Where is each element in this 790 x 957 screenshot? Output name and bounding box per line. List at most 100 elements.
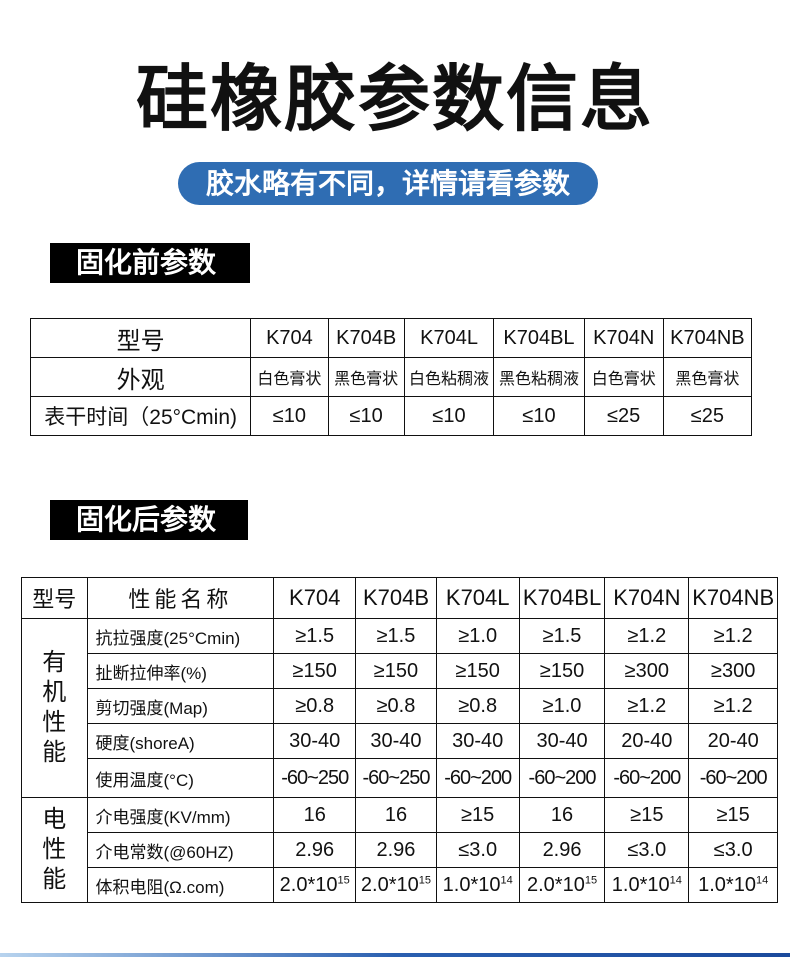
value-cell: ≥0.8 [273,688,357,724]
table-row: 剪切强度(Map) ≥0.8 ≥0.8 ≥0.8 ≥1.0 ≥1.2 ≥1.2 [22,688,778,724]
value-cell: 30-40 [518,723,606,759]
value-cell: 1.0*1014 [435,867,520,903]
page-title: 硅橡胶参数信息 [135,60,654,140]
value-cell: 30-40 [355,723,437,759]
value-cell: 1.0*1014 [604,867,690,903]
model-cell: K704NB [688,577,778,619]
value-cell: -60~200 [518,758,606,798]
bottom-gradient-bar [0,953,790,957]
model-cell: K704 [273,577,357,619]
property-name: 介电常数(@60HZ) [86,832,275,868]
table-row: 介电常数(@60HZ) 2.96 2.96 ≤3.0 2.96 ≤3.0 ≤3.0 [22,832,778,868]
value-cell: 2.0*1015 [355,867,437,903]
value-cell: ≥150 [273,653,357,689]
value-cell: 20-40 [688,723,778,759]
value-cell: 白色膏状 [583,357,664,397]
value-cell: 黑色粘稠液 [493,357,585,397]
value-base: 2.0*10 [279,873,338,896]
value-cell: ≤10 [403,396,495,436]
value-cell: ≤25 [583,396,664,436]
value-cell: ≥1.5 [518,618,606,654]
table-row: 有机性能 抗拉强度(25°Cmin) ≥1.5 ≥1.5 ≥1.0 ≥1.5 ≥1.2 ≥1.… [21,618,778,798]
property-name: 硬度(shoreA) [86,723,275,759]
model-cell: K704B [355,577,437,619]
value-cell: 16 [518,797,606,833]
after-cure-table: 型号 性能名称 K704 K704B K704L K704BL K704N K704NB 有机性… [21,577,778,903]
value-exponent: 14 [500,873,513,886]
value-exponent: 15 [337,873,350,886]
value-cell: ≥15 [604,797,690,833]
value-cell: 黑色膏状 [327,357,405,397]
value-cell: -60~200 [435,758,520,798]
subtitle-banner: 胶水略有不同，详情请看参数 [178,162,598,205]
value-base: 2.0*10 [526,873,585,896]
row-name: 外观 [29,357,252,397]
value-exponent: 14 [669,873,682,886]
group-cell: 电性能 [21,797,88,903]
table-row: 表干时间（25°Cmin) ≤10 ≤10 ≤10 ≤10 ≤25 ≤25 [29,396,753,436]
value-base: 1.0*10 [698,873,756,896]
property-name: 扯断拉伸率(%) [86,653,275,689]
value-cell: 30-40 [273,723,357,759]
section-label-before: 固化前参数 [50,243,250,283]
value-cell: ≥0.8 [355,688,437,724]
value-cell: ≤10 [493,396,585,436]
model-cell: K704B [327,318,405,358]
value-cell: ≤3.0 [604,832,690,868]
value-cell: ≤25 [662,396,753,436]
model-cell: K704 [250,318,329,358]
group-name: 电性能 [42,806,67,893]
value-cell: 白色膏状 [250,357,329,397]
value-cell: 白色粘稠液 [403,357,495,397]
value-base: 1.0*10 [611,873,670,896]
table-row: 电性能 介电强度(KV/mm) 16 16 ≥15 16 ≥15 ≥15 [21,797,778,903]
value-cell: ≥1.2 [688,618,778,654]
row-name: 表干时间（25°Cmin) [29,396,252,436]
model-cell: K704BL [493,318,585,358]
value-cell: ≥0.8 [435,688,520,724]
value-cell: ≥1.2 [604,688,690,724]
value-cell: ≥15 [688,797,778,833]
section-label-after: 固化后参数 [50,500,248,540]
value-cell: ≥300 [604,653,690,689]
value-cell: ≥1.0 [518,688,606,724]
value-base: 2.0*10 [360,873,419,896]
value-cell: 2.96 [518,832,606,868]
table-row: 外观 白色膏状 黑色膏状 白色粘稠液 黑色粘稠液 白色膏状 黑色膏状 [29,357,753,397]
table-row: 使用温度(°C) -60~250 -60~250 -60~200 -60~200 -60~… [22,758,778,798]
property-name: 使用温度(°C) [86,758,275,798]
value-base: 1.0*10 [442,873,501,896]
model-cell: K704BL [518,577,606,619]
value-cell: ≤3.0 [435,832,520,868]
table-row: 型号 性能名称 K704 K704B K704L K704BL K704N K704NB [21,577,778,619]
value-cell: -60~200 [604,758,690,798]
value-cell: ≥150 [518,653,606,689]
value-cell: 1.0*1014 [688,867,778,903]
model-cell: K704NB [662,318,753,358]
property-name: 介电强度(KV/mm) [86,797,275,833]
value-cell: ≥15 [435,797,520,833]
value-cell: ≥1.5 [355,618,437,654]
model-cell: K704L [435,577,520,619]
value-cell: ≥300 [688,653,778,689]
value-cell: -60~250 [273,758,357,798]
value-cell: ≥1.2 [604,618,690,654]
property-name: 体积电阻(Ω.com) [86,867,275,903]
value-cell: ≥1.5 [273,618,357,654]
header-cell: 型号 [29,318,252,358]
value-cell: ≥150 [435,653,520,689]
property-name: 剪切强度(Map) [86,688,275,724]
value-cell: 16 [355,797,437,833]
value-cell: ≥1.0 [435,618,520,654]
before-cure-table: 型号 K704 K704B K704L K704BL K704N K704NB … [29,318,753,436]
header-cell: 性能名称 [86,577,275,619]
value-exponent: 15 [418,873,432,886]
value-exponent: 14 [755,873,769,886]
value-cell: -60~200 [688,758,778,798]
value-cell: 2.96 [273,832,357,868]
group-cell: 有机性能 [21,618,88,798]
value-cell: ≥1.2 [688,688,778,724]
table-row: 体积电阻(Ω.com) 2.0*1015 2.0*1015 1.0*1014 2.0*1… [22,867,778,903]
value-cell: 2.0*1015 [273,867,357,903]
value-cell: ≤10 [250,396,329,436]
